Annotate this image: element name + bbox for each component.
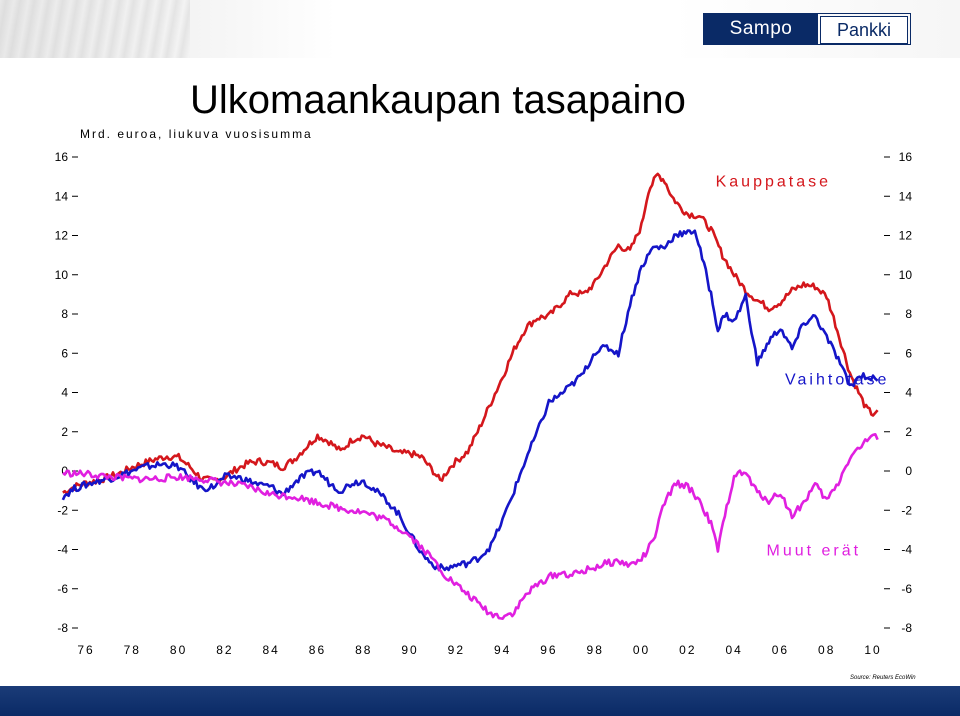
x-tick-label: 92 [448,643,465,657]
x-tick-label: 94 [494,643,511,657]
y-tick-label-right: 2 [905,425,912,439]
y-tick-label-right: 6 [905,346,912,360]
x-tick-label: 00 [633,643,650,657]
x-tick-label: 86 [309,643,326,657]
y-tick-label-right: 8 [905,307,912,321]
y-tick-label-left: 16 [55,150,69,164]
y-tick-label-left: 8 [61,307,68,321]
series-line-2 [61,229,879,572]
series-layer [61,172,879,621]
x-tick-label: 98 [587,643,604,657]
y-tick-label-left: 2 [61,425,68,439]
y-tick-label-right: 0 [905,464,912,478]
banner-decoration [0,0,190,58]
y-axis-right: -8 -6 -4 -2 0 2 4 6 8 10 12 14 16 [884,150,912,635]
x-tick-label: 82 [216,643,233,657]
y-tick-label-left: 14 [55,189,69,203]
y-tick-label-right: -6 [901,582,912,596]
y-tick-label-right: 16 [899,150,913,164]
x-tick-label: 84 [262,643,279,657]
y-tick-label-right: -2 [901,503,912,517]
series-label-2: Vaihtotase [785,372,889,389]
logo-pankki-text: Pankki [820,16,908,44]
logo-sampo-text: Sampo [704,14,818,44]
y-tick-label-right: 10 [899,268,913,282]
x-tick-label: 06 [772,643,789,657]
y-tick-label-left: -2 [57,503,68,517]
series-label-3: Muut erät [767,542,862,559]
sampo-pankki-logo: Sampo Pankki [703,13,911,45]
x-tick-label: 04 [725,643,742,657]
series-line-3 [62,432,879,621]
x-tick-label: 96 [540,643,557,657]
x-tick-label: 88 [355,643,372,657]
footer-bar [0,686,960,716]
x-tick-label: 90 [401,643,418,657]
y-tick-label-left: 4 [61,386,68,400]
x-tick-label: 78 [124,643,141,657]
source-note: Source: Reuters EcoWin [850,675,916,681]
x-tick-label: 80 [170,643,187,657]
series-labels: Kauppatase Vaihtotase Muut erät [716,173,889,559]
y-tick-label-right: 14 [899,189,913,203]
y-tick-label-left: 6 [61,346,68,360]
y-tick-label-left: 0 [61,464,68,478]
y-tick-label-right: 4 [905,386,912,400]
y-tick-label-left: 10 [55,268,69,282]
y-tick-label-right: 12 [899,229,913,243]
y-tick-label-left: -8 [57,621,68,635]
x-tick-label: 02 [679,643,696,657]
x-tick-label: 76 [77,643,94,657]
chart-subtitle: Mrd. euroa, liukuva vuosisumma [80,127,313,141]
chart-title: Ulkomaankaupan tasapaino [190,78,686,122]
series-line-1 [62,172,879,495]
y-tick-label-right: -4 [901,543,912,557]
y-tick-label-left: 12 [55,229,69,243]
y-tick-label-left: -6 [57,582,68,596]
y-tick-label-left: -4 [57,543,68,557]
x-axis: 76 78 80 82 84 86 88 90 92 94 96 98 00 02 04 06 08 10 [77,643,881,657]
x-tick-label: 10 [864,643,881,657]
x-tick-label: 08 [818,643,835,657]
y-axis-left: -8 -6 -4 -2 0 2 4 6 8 10 12 14 16 [55,150,78,635]
series-label-1: Kauppatase [716,173,831,190]
y-tick-label-right: -8 [901,621,912,635]
